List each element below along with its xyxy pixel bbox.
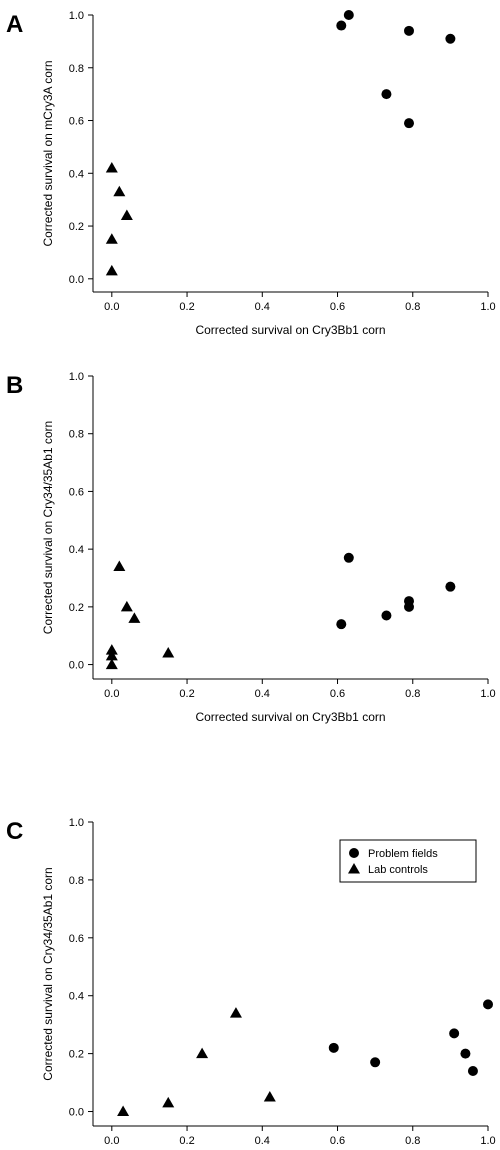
triangle-point	[162, 647, 175, 658]
circle-point	[343, 10, 354, 20]
x-tick-label: 1.0	[480, 688, 495, 700]
x-tick-label: 0.6	[330, 1135, 345, 1147]
circle-point	[449, 1028, 460, 1039]
x-tick-label: 0.4	[255, 301, 270, 313]
panel-label: B	[6, 372, 23, 399]
x-axis-title: Corrected survival on Cry3Bb1 corn	[195, 323, 385, 337]
legend-marker	[349, 848, 359, 858]
x-tick-label: 0.0	[104, 688, 119, 700]
x-tick-label: 0.8	[405, 1135, 420, 1147]
circle-point	[381, 89, 392, 100]
circle-point	[381, 610, 392, 621]
y-tick-label: 1.0	[69, 817, 84, 829]
circle-point	[404, 25, 414, 36]
triangle-point	[105, 233, 118, 244]
panel-a: A 0.0 0.2 0.4 0.6 0.8 1.0 0.0 0.2 0.4 0.6 0.8 1.0 Cor…	[6, 10, 496, 337]
circle-point	[336, 619, 347, 630]
y-tick-label: 0.2	[69, 1049, 84, 1061]
circle-point	[467, 1065, 478, 1076]
triangle-point	[105, 162, 118, 173]
x-tick-label: 0.2	[179, 301, 194, 313]
y-axis-title: Corrected survival on Cry34/35Ab1 corn	[41, 421, 55, 634]
y-tick-label: 0.8	[69, 875, 84, 887]
circle-point	[404, 118, 414, 129]
circle-point	[343, 552, 354, 563]
triangle-point	[113, 185, 126, 197]
x-tick-label: 0.0	[104, 1135, 119, 1147]
circle-point	[483, 999, 493, 1010]
circle-point	[336, 20, 347, 31]
x-tick-label: 0.8	[405, 688, 420, 700]
legend-label: Lab controls	[368, 864, 428, 876]
y-tick-label: 0.4	[69, 168, 84, 180]
triangle-point	[120, 209, 133, 220]
triangle-point	[113, 560, 126, 571]
x-tick-label: 0.8	[405, 301, 420, 313]
legend-label: Problem fields	[368, 848, 438, 860]
x-tick-label: 0.2	[179, 688, 194, 700]
y-tick-label: 0.6	[69, 486, 84, 498]
triangle-point	[105, 649, 118, 661]
panel-c: C 0.0 0.2 0.4 0.6 0.8 1.0 0.0 0.2 0.4 0.6 0.8 1.0 Cor…	[6, 817, 496, 1147]
triangle-point	[105, 644, 118, 655]
y-tick-label: 1.0	[69, 10, 84, 22]
panel-label: A	[6, 11, 23, 38]
circle-point	[328, 1042, 339, 1053]
legend-marker	[348, 863, 360, 874]
triangle-point	[263, 1091, 276, 1102]
y-tick-label: 0.4	[69, 544, 84, 556]
y-tick-label: 0.0	[69, 660, 84, 672]
triangle-point	[196, 1047, 209, 1059]
circle-point	[445, 33, 456, 44]
y-tick-label: 0.0	[69, 274, 84, 286]
x-axis-title: Corrected survival on Cry3Bb1 corn	[195, 710, 385, 724]
y-axis-title: Corrected survival on Cry34/35Ab1 corn	[41, 867, 55, 1080]
x-tick-label: 0.0	[104, 301, 119, 313]
y-tick-label: 1.0	[69, 371, 84, 383]
x-tick-label: 0.2	[179, 1135, 194, 1147]
x-tick-label: 1.0	[480, 1135, 495, 1147]
circle-point	[460, 1048, 471, 1059]
y-tick-label: 0.8	[69, 63, 84, 75]
panel-label: C	[6, 818, 23, 845]
panel-b: B 0.0 0.2 0.4 0.6 0.8 1.0 0.0 0.2 0.4 0.6 0.8 1.0 Cor…	[6, 371, 496, 724]
x-tick-label: 0.6	[330, 688, 345, 700]
triangle-point	[128, 612, 141, 623]
x-tick-label: 0.4	[255, 1135, 270, 1147]
y-axis-title: Corrected survival on mCry3A corn	[41, 60, 55, 246]
triangle-point	[162, 1096, 175, 1108]
x-tick-label: 0.6	[330, 301, 345, 313]
triangle-point	[120, 600, 133, 612]
y-tick-label: 0.4	[69, 991, 84, 1003]
legend-box	[339, 839, 477, 883]
y-tick-label: 0.6	[69, 933, 84, 945]
triangle-point	[105, 264, 118, 276]
triangle-point	[105, 658, 118, 670]
circle-point	[445, 581, 456, 592]
y-tick-label: 0.2	[69, 602, 84, 614]
x-tick-label: 1.0	[480, 301, 495, 313]
legend: Problem fields Lab controls	[339, 839, 477, 883]
circle-point	[404, 601, 414, 612]
triangle-point	[117, 1105, 130, 1117]
y-tick-label: 0.6	[69, 116, 84, 128]
triangle-point	[229, 1007, 242, 1018]
y-tick-label: 0.8	[69, 429, 84, 441]
x-tick-label: 0.4	[255, 688, 270, 700]
y-tick-label: 0.2	[69, 221, 84, 233]
y-tick-label: 0.0	[69, 1107, 84, 1119]
circle-point	[370, 1057, 381, 1068]
